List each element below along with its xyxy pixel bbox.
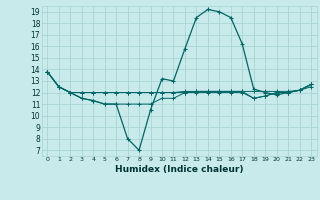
X-axis label: Humidex (Indice chaleur): Humidex (Indice chaleur) [115,165,244,174]
